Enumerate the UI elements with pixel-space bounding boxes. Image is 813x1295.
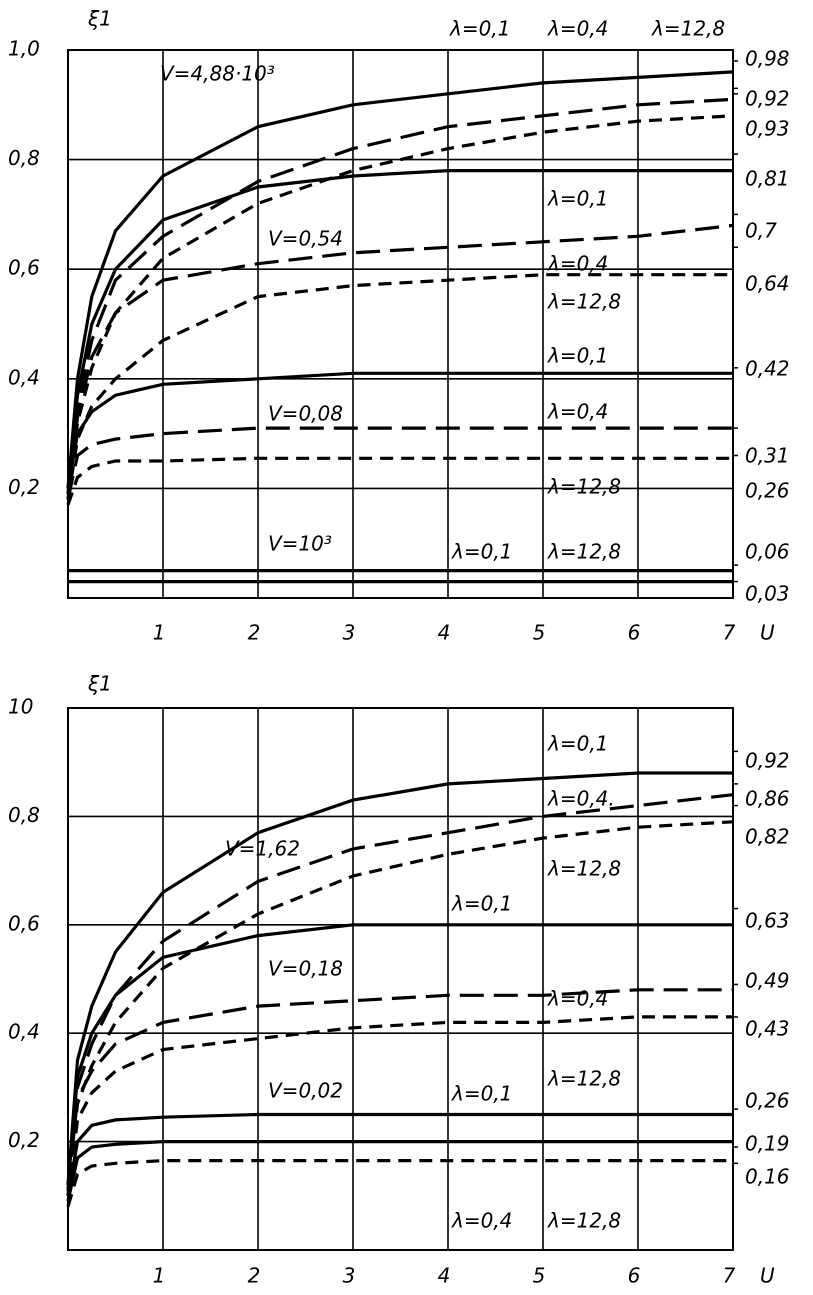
curve (66, 1015, 733, 1196)
end-label: 0,16 (745, 1165, 790, 1189)
curve-label: λ=12,8 (547, 475, 621, 499)
curve (66, 923, 733, 1186)
end-label: 0,86 (745, 787, 790, 811)
end-label: 0,82 (745, 825, 790, 849)
curve-label: λ=0,4 (451, 1209, 512, 1233)
x-tick-label: 2 (248, 1264, 261, 1288)
x-tick-label: 3 (343, 621, 356, 645)
annotation: V=0,08 (268, 402, 343, 426)
y-axis-label: ξ1 (87, 672, 112, 696)
curve (66, 988, 733, 1191)
curve-label: λ=0,4 (547, 400, 608, 424)
curve (66, 114, 734, 500)
annotation: V=0,18 (268, 957, 343, 981)
y-axis-label: ξ1 (87, 7, 112, 31)
x-tick-label: 6 (628, 621, 641, 645)
plot-frame (67, 707, 734, 1251)
x-tick-label: 5 (533, 1264, 546, 1288)
curve (66, 456, 733, 506)
curve-label: λ=0,4 (547, 17, 608, 41)
end-label: 0,26 (745, 1089, 790, 1113)
end-label: 0,26 (745, 479, 790, 503)
x-axis-label: U (760, 621, 775, 645)
curve (66, 793, 734, 1191)
x-tick-label: 4 (438, 1264, 451, 1288)
curve-label: λ=0,1 (451, 1082, 512, 1106)
end-label: 0,42 (745, 357, 790, 381)
y-tick-label: 0,2 (8, 475, 40, 499)
curve (66, 273, 733, 500)
end-label: 0,63 (745, 909, 790, 933)
curve (66, 371, 733, 489)
curve (66, 169, 733, 489)
curve (66, 1140, 733, 1202)
curve-label: λ=12,8 (547, 290, 621, 314)
x-tick-label: 1 (153, 1264, 166, 1288)
curve-label: λ=0,1 (451, 540, 512, 564)
y-tick-label: 0,6 (8, 911, 40, 935)
end-label: 0,81 (745, 167, 790, 191)
curve-label: λ=12,8 (547, 540, 621, 564)
x-tick-label: 4 (438, 621, 451, 645)
curve (66, 97, 734, 495)
curve (66, 1159, 733, 1208)
y-tick-label: 0,4 (8, 1020, 40, 1044)
x-tick-label: 7 (723, 1264, 736, 1288)
curve-label: λ=0,1 (547, 344, 608, 368)
curve-label: λ=12,8 (651, 17, 725, 41)
end-label: 0,43 (745, 1017, 790, 1041)
curve (66, 820, 734, 1196)
curve-label: λ=12,8 (547, 1067, 621, 1091)
curve-label: λ=12,8 (547, 1209, 621, 1233)
y-tick-label: 0,8 (8, 146, 40, 170)
end-label: 0,7 (745, 219, 777, 243)
end-label: 0,03 (745, 582, 790, 606)
end-label: 0,92 (745, 749, 790, 773)
x-tick-label: 5 (533, 621, 546, 645)
annotation: V=1,62 (225, 837, 300, 861)
end-label: 0,06 (745, 540, 790, 564)
curve (66, 70, 734, 489)
y-tick-label: 0,2 (8, 1128, 40, 1152)
x-tick-label: 1 (153, 621, 166, 645)
curve-label: λ=0,1 (449, 17, 510, 41)
end-label: 0,92 (745, 87, 790, 111)
x-tick-label: 2 (248, 621, 261, 645)
end-label: 0,98 (745, 47, 790, 71)
plot-frame (67, 49, 734, 599)
curve-label: λ=0,4 (547, 987, 608, 1011)
annotation: V=0,54 (268, 227, 343, 251)
y-tick-label: 0,6 (8, 256, 40, 280)
x-tick-label: 3 (343, 1264, 356, 1288)
curve-label: λ=0,1 (451, 892, 512, 916)
curve (66, 223, 734, 495)
end-label: 0,49 (745, 969, 790, 993)
x-tick-label: 6 (628, 1264, 641, 1288)
end-label: 0,31 (745, 444, 790, 468)
curve-label: λ=0,4. (547, 787, 615, 811)
curve-label: λ=0,4 (547, 252, 608, 276)
y-tick-label: 1,0 (8, 37, 40, 61)
annotation: V=10³ (268, 532, 332, 556)
curve-label: λ=12,8 (547, 857, 621, 881)
y-tick-label: 10 (8, 695, 33, 719)
end-label: 0,93 (745, 117, 790, 141)
curve (66, 426, 733, 500)
end-label: 0,19 (745, 1132, 790, 1156)
annotation: V=4,88·10³ (160, 62, 275, 86)
y-tick-label: 0,8 (8, 803, 40, 827)
curve-label: λ=0,1 (547, 187, 608, 211)
x-tick-label: 7 (723, 621, 736, 645)
curve (66, 1112, 733, 1197)
x-axis-label: U (760, 1264, 775, 1288)
y-tick-label: 0,4 (8, 365, 40, 389)
annotation: V=0,02 (268, 1079, 343, 1103)
end-label: 0,64 (745, 272, 790, 296)
curve (66, 771, 733, 1186)
curve-label: λ=0,1 (547, 732, 608, 756)
